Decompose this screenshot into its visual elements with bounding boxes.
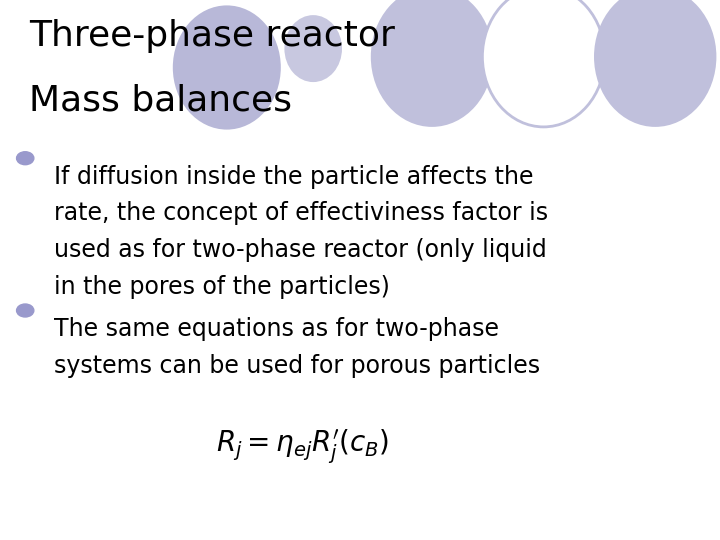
Ellipse shape [284,15,342,82]
Text: Mass balances: Mass balances [29,84,292,118]
Ellipse shape [371,0,493,127]
Ellipse shape [482,0,605,127]
Text: rate, the concept of effectiviness factor is: rate, the concept of effectiviness facto… [54,201,548,225]
Text: used as for two-phase reactor (only liquid: used as for two-phase reactor (only liqu… [54,238,546,262]
Text: $R_j = \eta_{ej}R_j^{\prime}(c_B)$: $R_j = \eta_{ej}R_j^{\prime}(c_B)$ [216,428,389,467]
Text: If diffusion inside the particle affects the: If diffusion inside the particle affects… [54,165,534,188]
Ellipse shape [173,5,281,130]
Text: in the pores of the particles): in the pores of the particles) [54,275,390,299]
Ellipse shape [594,0,716,127]
Circle shape [17,304,34,317]
Circle shape [17,152,34,165]
Text: Three-phase reactor: Three-phase reactor [29,19,395,53]
Text: The same equations as for two-phase: The same equations as for two-phase [54,317,499,341]
Text: systems can be used for porous particles: systems can be used for porous particles [54,354,540,377]
